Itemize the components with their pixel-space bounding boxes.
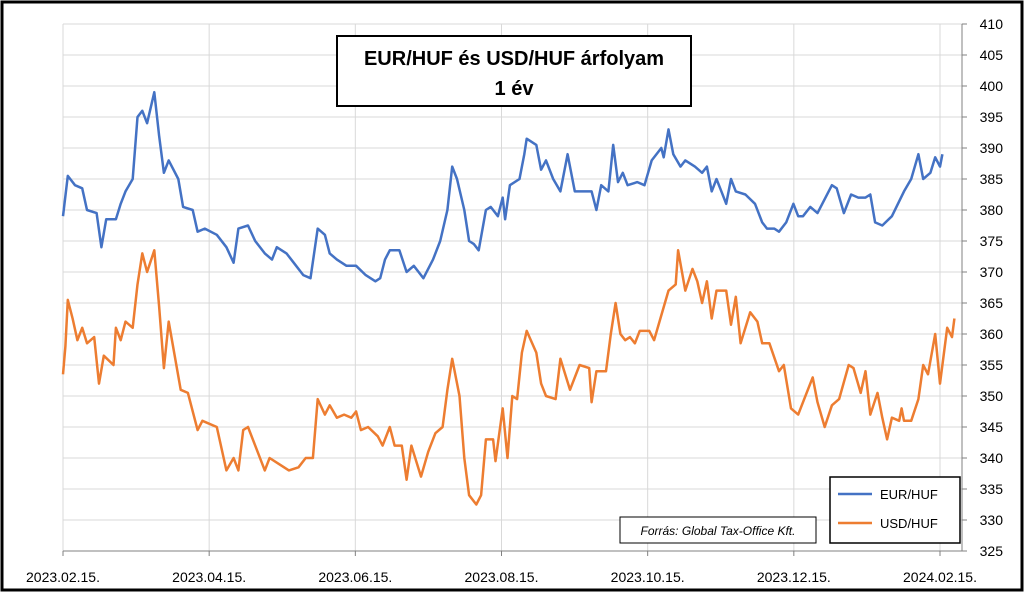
x-axis-ticks: 2023.02.15. 2023.04.15. 2023.06.15. 2023.08… xyxy=(26,550,977,585)
y-tick-label: 360 xyxy=(980,326,1004,342)
y-tick-label: 340 xyxy=(980,450,1004,466)
y-tick-label: 410 xyxy=(980,16,1004,32)
y-tick-label: 375 xyxy=(980,233,1004,249)
y-tick-label: 365 xyxy=(980,295,1004,311)
y-tick-label: 355 xyxy=(980,357,1004,373)
y-tick-label: 395 xyxy=(980,109,1004,125)
y-tick-label: 330 xyxy=(980,512,1004,528)
x-tick-label: 2023.06.15. xyxy=(318,569,392,585)
y-axis-ticks: 325 330 335 340 345 350 355 360 365 370 375 380 385 3… xyxy=(961,16,1004,559)
series-lines xyxy=(61,90,956,506)
legend: EUR/HUF USD/HUF xyxy=(829,476,961,544)
x-tick-label: 2023.08.15. xyxy=(465,569,539,585)
y-tick-label: 325 xyxy=(980,543,1004,559)
y-tick-label: 335 xyxy=(980,481,1004,497)
source-note: Forrás: Global Tax-Office Kft. xyxy=(641,524,796,538)
chart-title: EUR/HUF és USD/HUF árfolyam xyxy=(364,48,664,70)
legend-label-eur: EUR/HUF xyxy=(880,487,938,502)
y-tick-label: 350 xyxy=(980,388,1004,404)
y-tick-label: 380 xyxy=(980,202,1004,218)
x-tick-label: 2023.12.15. xyxy=(757,569,831,585)
y-tick-label: 405 xyxy=(980,47,1004,63)
chart-subtitle: 1 év xyxy=(495,78,535,100)
legend-label-usd: USD/HUF xyxy=(880,516,938,531)
y-tick-label: 400 xyxy=(980,78,1004,94)
source-box: Forrás: Global Tax-Office Kft. xyxy=(619,516,817,544)
y-tick-label: 385 xyxy=(980,171,1004,187)
y-tick-label: 390 xyxy=(980,140,1004,156)
y-tick-label: 370 xyxy=(980,264,1004,280)
x-tick-label: 2023.02.15. xyxy=(26,569,100,585)
title-box: EUR/HUF és USD/HUF árfolyam 1 év xyxy=(336,35,692,107)
x-tick-label: 2024.02.15. xyxy=(903,569,977,585)
x-tick-label: 2023.10.15. xyxy=(611,569,685,585)
series-line-usd-huf xyxy=(61,249,956,506)
y-tick-label: 345 xyxy=(980,419,1004,435)
series-line-eur-huf xyxy=(61,90,944,283)
x-tick-label: 2023.04.15. xyxy=(172,569,246,585)
